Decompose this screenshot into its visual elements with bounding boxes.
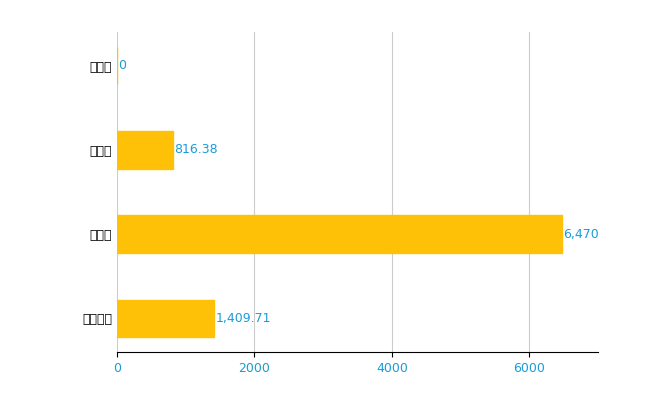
Bar — [117, 215, 562, 253]
Text: 1,409.71: 1,409.71 — [215, 312, 271, 325]
Text: 0: 0 — [118, 59, 126, 72]
Text: 816.38: 816.38 — [174, 143, 218, 156]
Bar — [117, 131, 173, 169]
Text: 6,470: 6,470 — [563, 228, 599, 241]
Bar — [117, 300, 214, 338]
